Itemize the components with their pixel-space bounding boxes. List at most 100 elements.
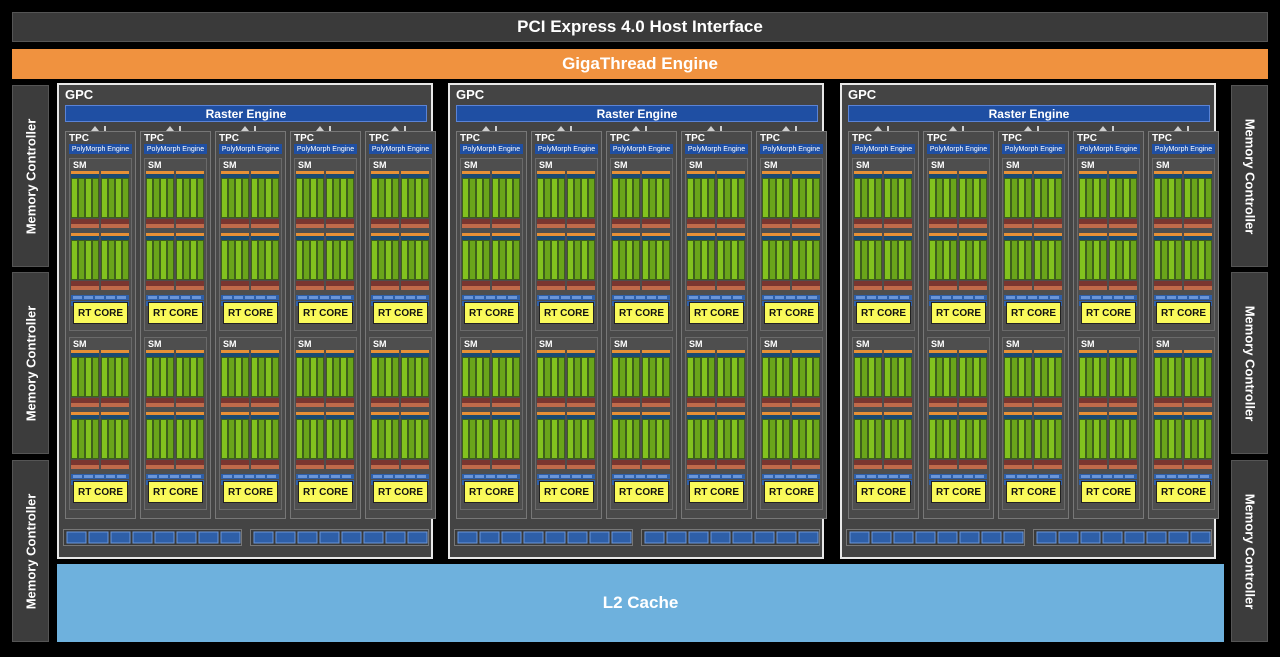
gpc-block: GPC Raster Engine TPC PolyMorph Engine SM RT … (57, 83, 436, 559)
sm-label: SM (539, 339, 553, 349)
rt-core-label: RT CORE (1011, 307, 1056, 319)
polymorph-engine-label: PolyMorph Engine (146, 145, 205, 153)
memory-controller-label: Memory Controller (1242, 493, 1258, 609)
sm-label: SM (614, 339, 628, 349)
sm-block: SM RT CORE (1152, 158, 1215, 331)
sm-label: SM (689, 160, 703, 170)
memory-controller: Memory Controller (12, 272, 49, 454)
sm-cores-graphic (537, 350, 595, 485)
texture-unit-strip (250, 529, 429, 546)
polymorph-engine-label: PolyMorph Engine (762, 145, 821, 153)
tpc-block: TPC PolyMorph Engine SM RT CORE SM RT CORE (365, 131, 436, 519)
sm-label: SM (1156, 339, 1170, 349)
rt-core: RT CORE (614, 302, 669, 324)
polymorph-engine-label: PolyMorph Engine (612, 145, 671, 153)
sm-label: SM (373, 160, 387, 170)
sm-cores-graphic (687, 350, 745, 485)
tpc-block: TPC PolyMorph Engine SM RT CORE SM RT CORE (848, 131, 919, 519)
rt-core-label: RT CORE (769, 307, 814, 319)
tpc-label: TPC (610, 133, 630, 144)
sm-label: SM (1006, 339, 1020, 349)
rt-core-label: RT CORE (544, 486, 589, 498)
sm-block: SM RT CORE (144, 337, 207, 510)
sm-block: SM RT CORE (294, 158, 357, 331)
rt-core-label: RT CORE (1086, 486, 1131, 498)
rt-core: RT CORE (148, 302, 203, 324)
sm-cores-graphic (221, 350, 279, 485)
polymorph-engine-label: PolyMorph Engine (462, 145, 521, 153)
sm-block: SM RT CORE (852, 337, 915, 510)
sm-label: SM (1081, 339, 1095, 349)
gpc-label: GPC (848, 87, 877, 102)
tpc-block: TPC PolyMorph Engine SM RT CORE SM RT CORE (1148, 131, 1219, 519)
sm-label: SM (856, 160, 870, 170)
rt-core: RT CORE (1156, 302, 1211, 324)
tpc-label: TPC (1002, 133, 1022, 144)
gpc-label: GPC (65, 87, 94, 102)
rt-core: RT CORE (764, 302, 819, 324)
tpc-label: TPC (144, 133, 164, 144)
rt-core-label: RT CORE (1161, 486, 1206, 498)
rt-core: RT CORE (73, 302, 128, 324)
sm-cores-graphic (762, 171, 820, 306)
rt-core-label: RT CORE (469, 307, 514, 319)
sm-block: SM RT CORE (927, 337, 990, 510)
rt-core-label: RT CORE (619, 307, 664, 319)
rt-core: RT CORE (931, 481, 986, 503)
rt-core-label: RT CORE (861, 307, 906, 319)
rt-core: RT CORE (223, 302, 278, 324)
sm-cores-graphic (71, 171, 129, 306)
sm-cores-graphic (929, 350, 987, 485)
sm-label: SM (539, 160, 553, 170)
polymorph-engine-label: PolyMorph Engine (854, 145, 913, 153)
sm-cores-graphic (1079, 171, 1137, 306)
raster-engine-label: Raster Engine (988, 106, 1070, 121)
polymorph-engine: PolyMorph Engine (1152, 144, 1215, 154)
l2-cache: L2 Cache (57, 564, 1224, 642)
rt-core-label: RT CORE (228, 307, 273, 319)
rt-core: RT CORE (298, 481, 353, 503)
texture-units-graphic (849, 531, 1024, 544)
sm-block: SM RT CORE (535, 158, 598, 331)
sm-label: SM (1156, 160, 1170, 170)
sm-cores-graphic (462, 350, 520, 485)
tpc-block: TPC PolyMorph Engine SM RT CORE SM RT CORE (140, 131, 211, 519)
rt-core-label: RT CORE (469, 486, 514, 498)
rt-core: RT CORE (689, 302, 744, 324)
texture-unit-strip (63, 529, 242, 546)
gigathread-label: GigaThread Engine (562, 54, 718, 73)
polymorph-engine-label: PolyMorph Engine (1154, 145, 1213, 153)
sm-cores-graphic (462, 171, 520, 306)
memory-controller-label: Memory Controller (23, 118, 39, 234)
polymorph-engine: PolyMorph Engine (535, 144, 598, 154)
sm-block: SM RT CORE (69, 337, 132, 510)
sm-cores-graphic (1004, 350, 1062, 485)
sm-cores-graphic (1079, 350, 1137, 485)
tpc-label: TPC (219, 133, 239, 144)
tpc-block: TPC PolyMorph Engine SM RT CORE SM RT CORE (998, 131, 1069, 519)
memory-controller: Memory Controller (12, 460, 49, 642)
rt-core: RT CORE (764, 481, 819, 503)
rt-core: RT CORE (464, 302, 519, 324)
rt-core: RT CORE (464, 481, 519, 503)
memory-controller-label: Memory Controller (1242, 305, 1258, 421)
sm-label: SM (148, 160, 162, 170)
gpc-label: GPC (456, 87, 485, 102)
polymorph-engine: PolyMorph Engine (927, 144, 990, 154)
sm-block: SM RT CORE (1002, 337, 1065, 510)
rt-core: RT CORE (1081, 302, 1136, 324)
pci-express-host-interface: PCI Express 4.0 Host Interface (12, 12, 1268, 42)
sm-cores-graphic (371, 350, 429, 485)
tpc-label: TPC (852, 133, 872, 144)
sm-cores-graphic (929, 171, 987, 306)
tpc-block: TPC PolyMorph Engine SM RT CORE SM RT CORE (681, 131, 752, 519)
tpc-label: TPC (685, 133, 705, 144)
texture-unit-strip (454, 529, 633, 546)
sm-label: SM (689, 339, 703, 349)
sm-label: SM (764, 160, 778, 170)
sm-block: SM RT CORE (927, 158, 990, 331)
sm-label: SM (1081, 160, 1095, 170)
sm-label: SM (223, 160, 237, 170)
gpc-block: GPC Raster Engine TPC PolyMorph Engine SM RT … (448, 83, 827, 559)
sm-cores-graphic (1154, 171, 1212, 306)
